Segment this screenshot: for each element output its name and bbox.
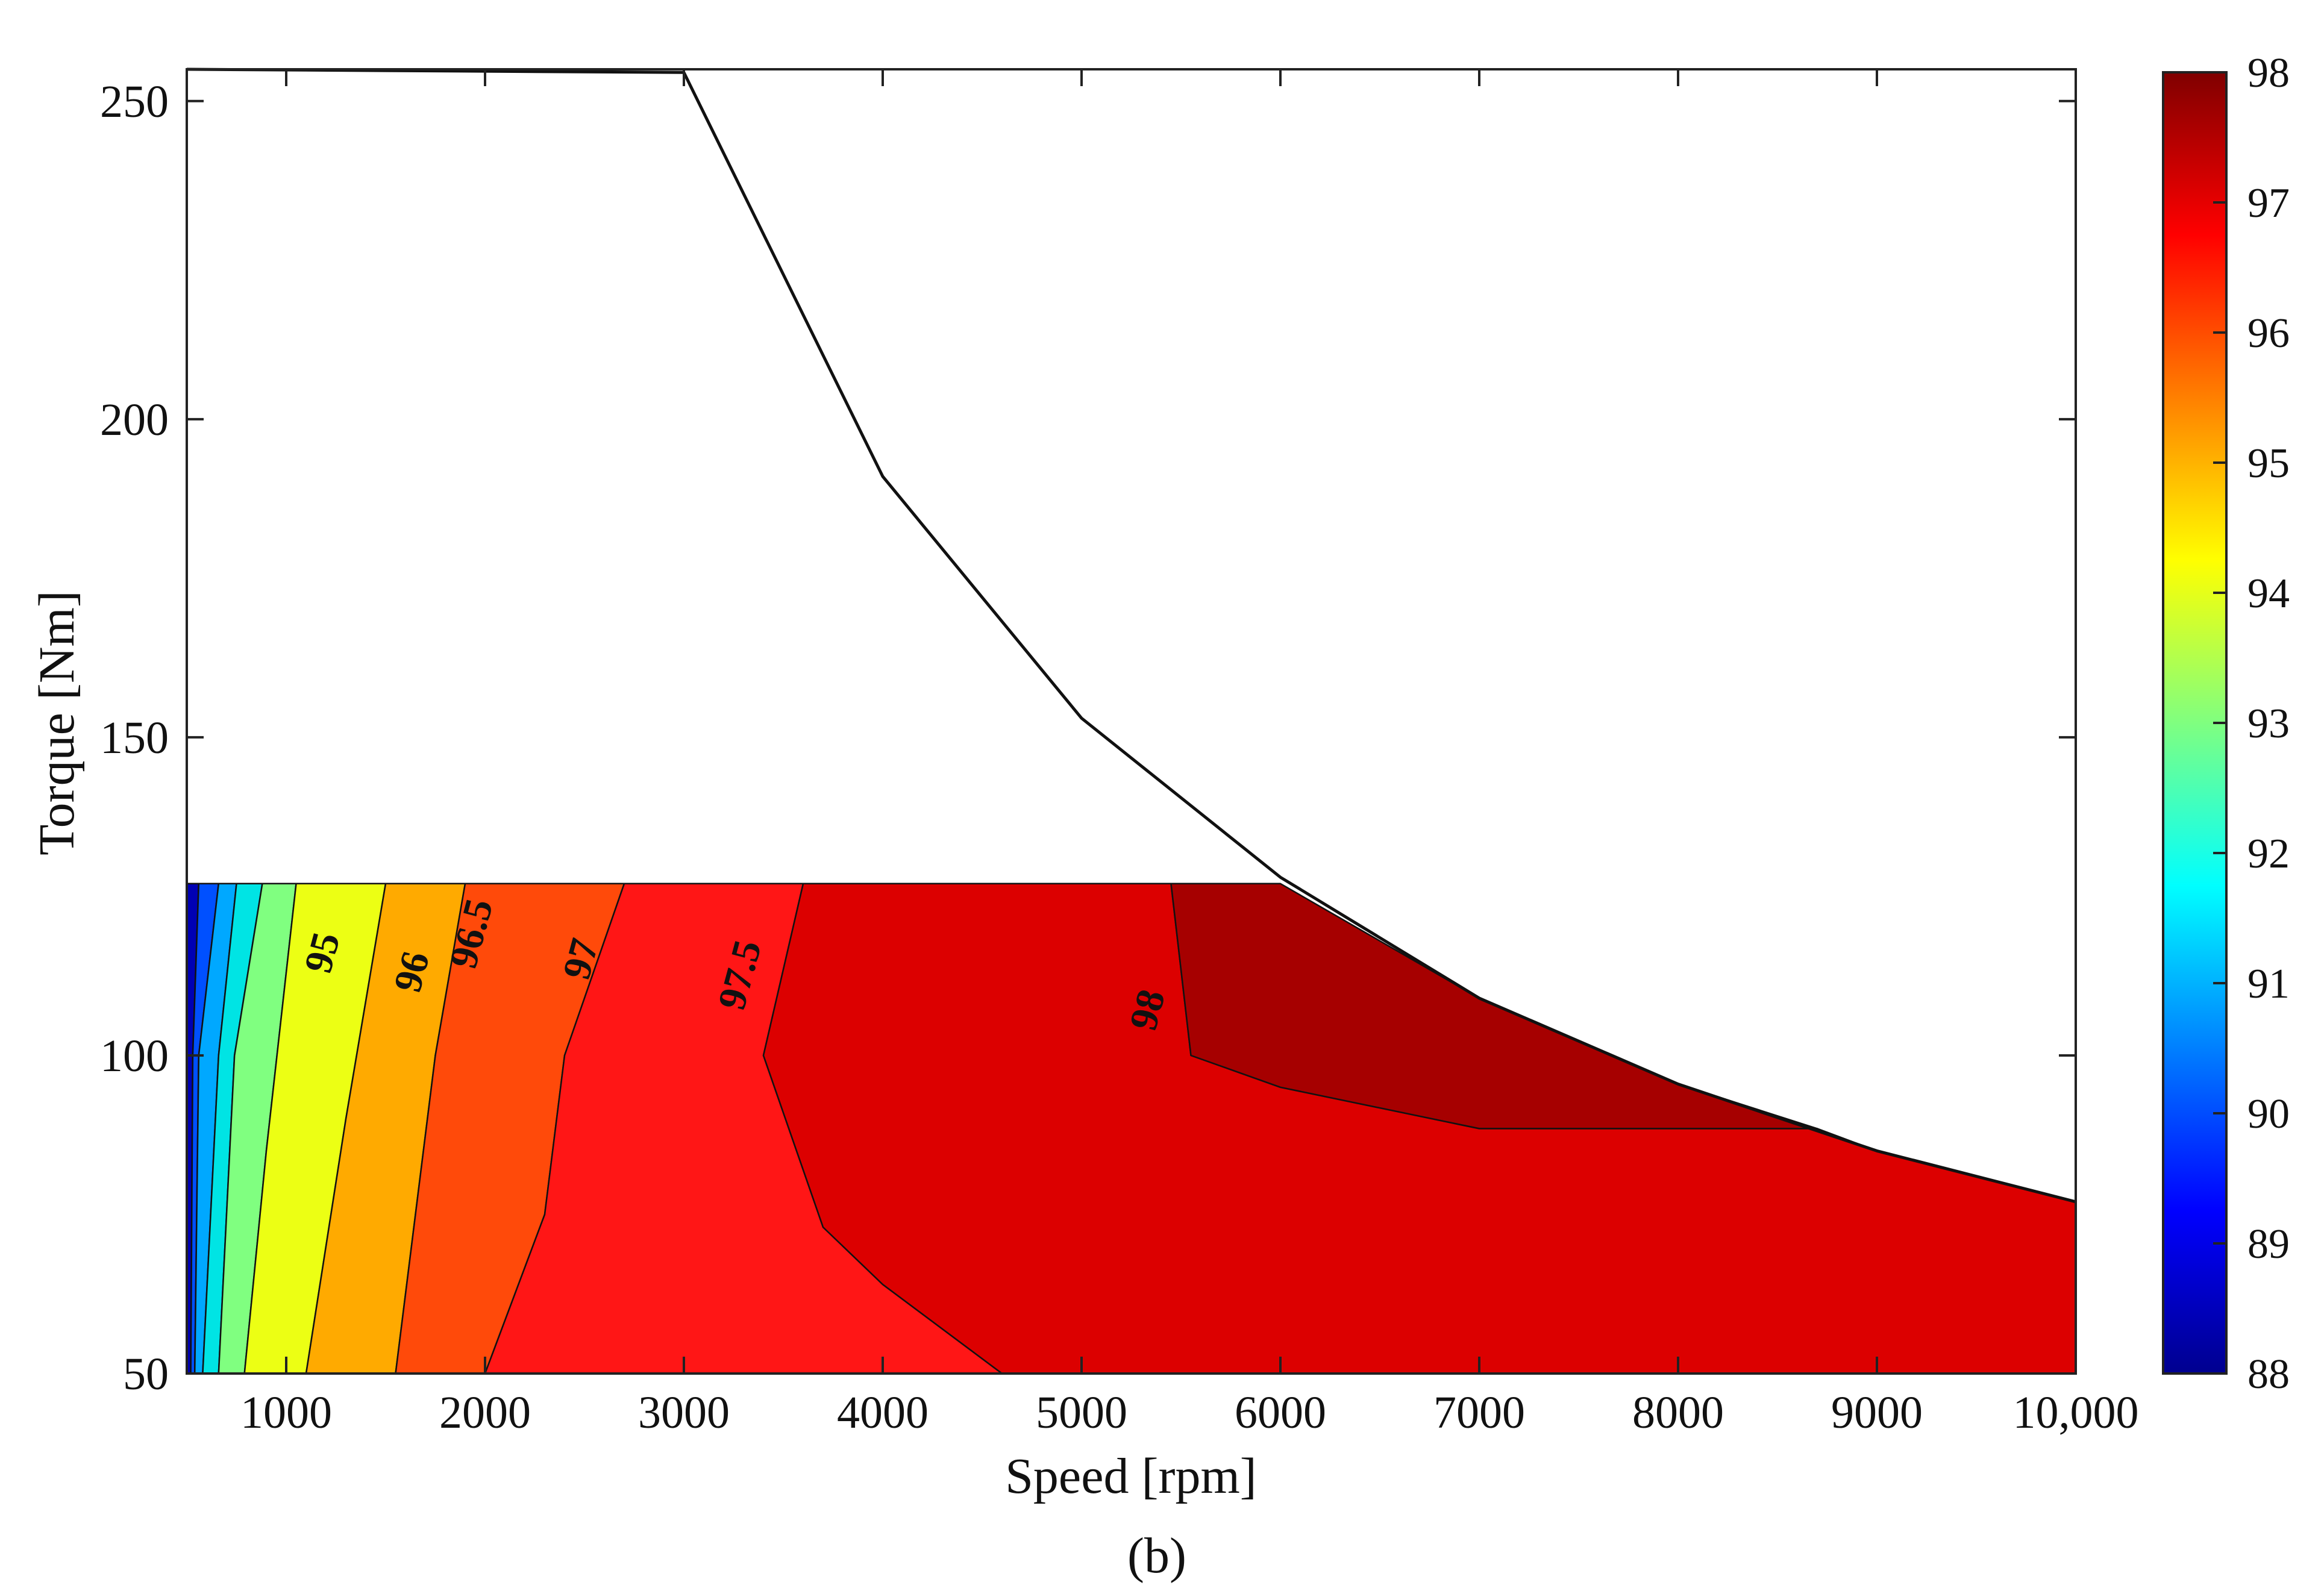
subplot-label: (b) (1127, 1528, 1186, 1584)
y-axis-title: Torque [Nm] (29, 590, 85, 855)
colorbar-tick-label: 95 (2247, 440, 2290, 487)
colorbar-tick-label: 96 (2247, 310, 2290, 357)
colorbar-tick-label: 97 (2247, 180, 2290, 227)
colorbar-tick-label: 92 (2247, 831, 2290, 877)
x-tick-label: 8000 (1632, 1387, 1724, 1438)
colorbar-tick-label: 91 (2247, 961, 2290, 1007)
x-tick-label: 7000 (1433, 1387, 1525, 1438)
x-axis-title: Speed [rpm] (1005, 1448, 1257, 1504)
torque-speed-envelope (186, 67, 2076, 1204)
y-tick-label: 250 (100, 77, 169, 127)
colorbar: 88 89 90 91 92 93 94 95 96 97 98 (2162, 50, 2290, 1398)
colorbar-tick-label: 94 (2247, 570, 2290, 617)
x-tick-label: 1000 (240, 1387, 332, 1438)
y-tick-label: 50 (123, 1349, 169, 1399)
y-tick-label: 100 (100, 1031, 169, 1081)
x-tick-label: 10,000 (2013, 1387, 2139, 1438)
x-tick-label: 5000 (1036, 1387, 1127, 1438)
x-tick-label: 9000 (1831, 1387, 1923, 1438)
colorbar-tick-label: 90 (2247, 1091, 2290, 1137)
colorbar-tick-label: 89 (2247, 1221, 2290, 1267)
x-tick-label: 2000 (439, 1387, 531, 1438)
x-tick-label: 6000 (1235, 1387, 1326, 1438)
colorbar-ticks: 88 89 90 91 92 93 94 95 96 97 98 (2213, 50, 2290, 1398)
colorbar-tick-label: 93 (2247, 701, 2290, 747)
plot-frame (186, 68, 2077, 1375)
colorbar-tick-label: 88 (2247, 1351, 2290, 1398)
envelope-line (186, 67, 2076, 1204)
colorbar-tick-label: 98 (2247, 50, 2290, 96)
y-tick-label: 150 (100, 713, 169, 763)
x-axis: 1000 2000 3000 4000 5000 6000 7000 8000 9000 10,0… (240, 69, 2139, 1438)
y-tick-label: 200 (100, 395, 169, 445)
x-tick-label: 4000 (837, 1387, 929, 1438)
x-tick-label: 3000 (638, 1387, 730, 1438)
y-axis: 50 100 150 200 250 (100, 77, 2076, 1399)
